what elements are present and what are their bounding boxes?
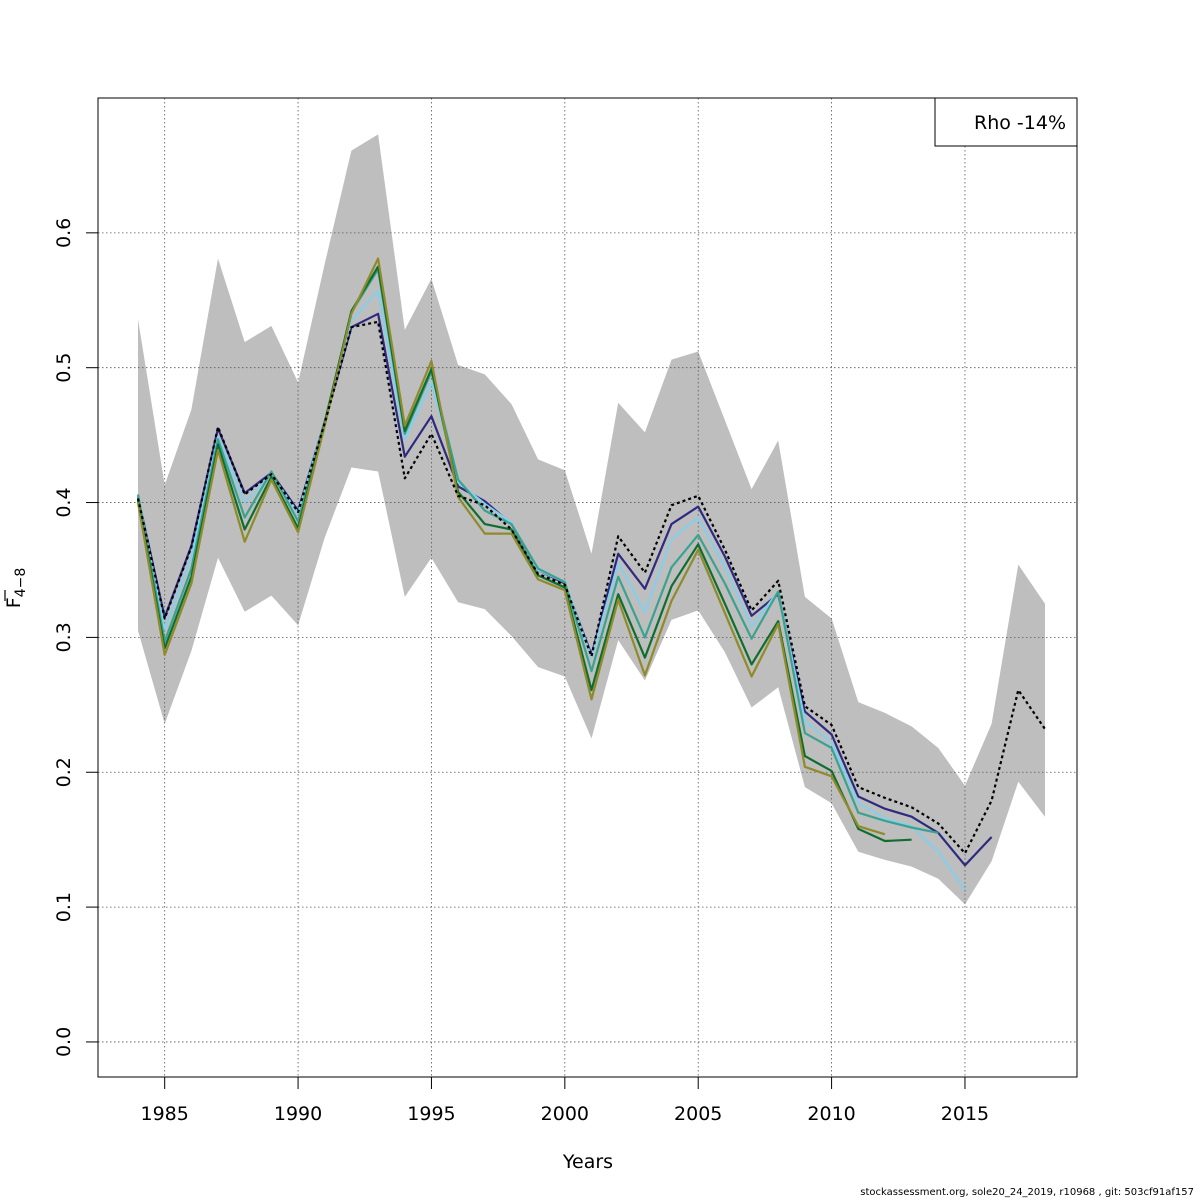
x-tick-label: 2010 — [807, 1103, 855, 1125]
x-axis-label: Years — [562, 1151, 613, 1173]
y-tick-label: 0.3 — [53, 622, 75, 652]
y-tick-label: 0.2 — [53, 757, 75, 787]
y-axis-label-subscript: 4−8 — [13, 568, 29, 598]
x-axis: 1985 1990 1995 2000 2005 2010 2015 — [141, 1076, 989, 1125]
series-line-peel-5 — [136, 257, 886, 836]
x-tick-label: 1985 — [141, 1103, 189, 1125]
footer-credit: stockassessment.org, sole20_24_2019, r10… — [860, 1187, 1194, 1198]
y-tick-label: 0.0 — [53, 1027, 75, 1057]
series-line-peel-3 — [136, 268, 939, 834]
y-tick-label: 0.5 — [53, 353, 75, 383]
legend-text: Rho -14% — [974, 112, 1066, 134]
series-layer — [136, 257, 1046, 891]
legend-box — [934, 97, 1078, 147]
confidence-band-layer — [138, 134, 1045, 905]
confidence-band — [138, 134, 1045, 905]
x-tick-label: 1990 — [274, 1103, 322, 1125]
x-tick-label: 2005 — [674, 1103, 722, 1125]
legend: Rho -14% — [934, 97, 1078, 147]
x-tick-label: 1995 — [407, 1103, 455, 1125]
y-axis: 0.0 0.1 0.2 0.3 0.4 0.5 0.6 — [53, 218, 98, 1057]
y-axis-label-main: F — [3, 597, 25, 608]
x-tick-label: 2015 — [941, 1103, 989, 1125]
y-tick-label: 0.1 — [53, 892, 75, 922]
y-tick-label: 0.6 — [53, 218, 75, 248]
y-tick-label: 0.4 — [53, 487, 75, 517]
x-tick-label: 2000 — [541, 1103, 589, 1125]
svg-text:F4−8: F4−8 — [3, 568, 29, 608]
y-axis-label: F4−8 — [3, 568, 29, 608]
